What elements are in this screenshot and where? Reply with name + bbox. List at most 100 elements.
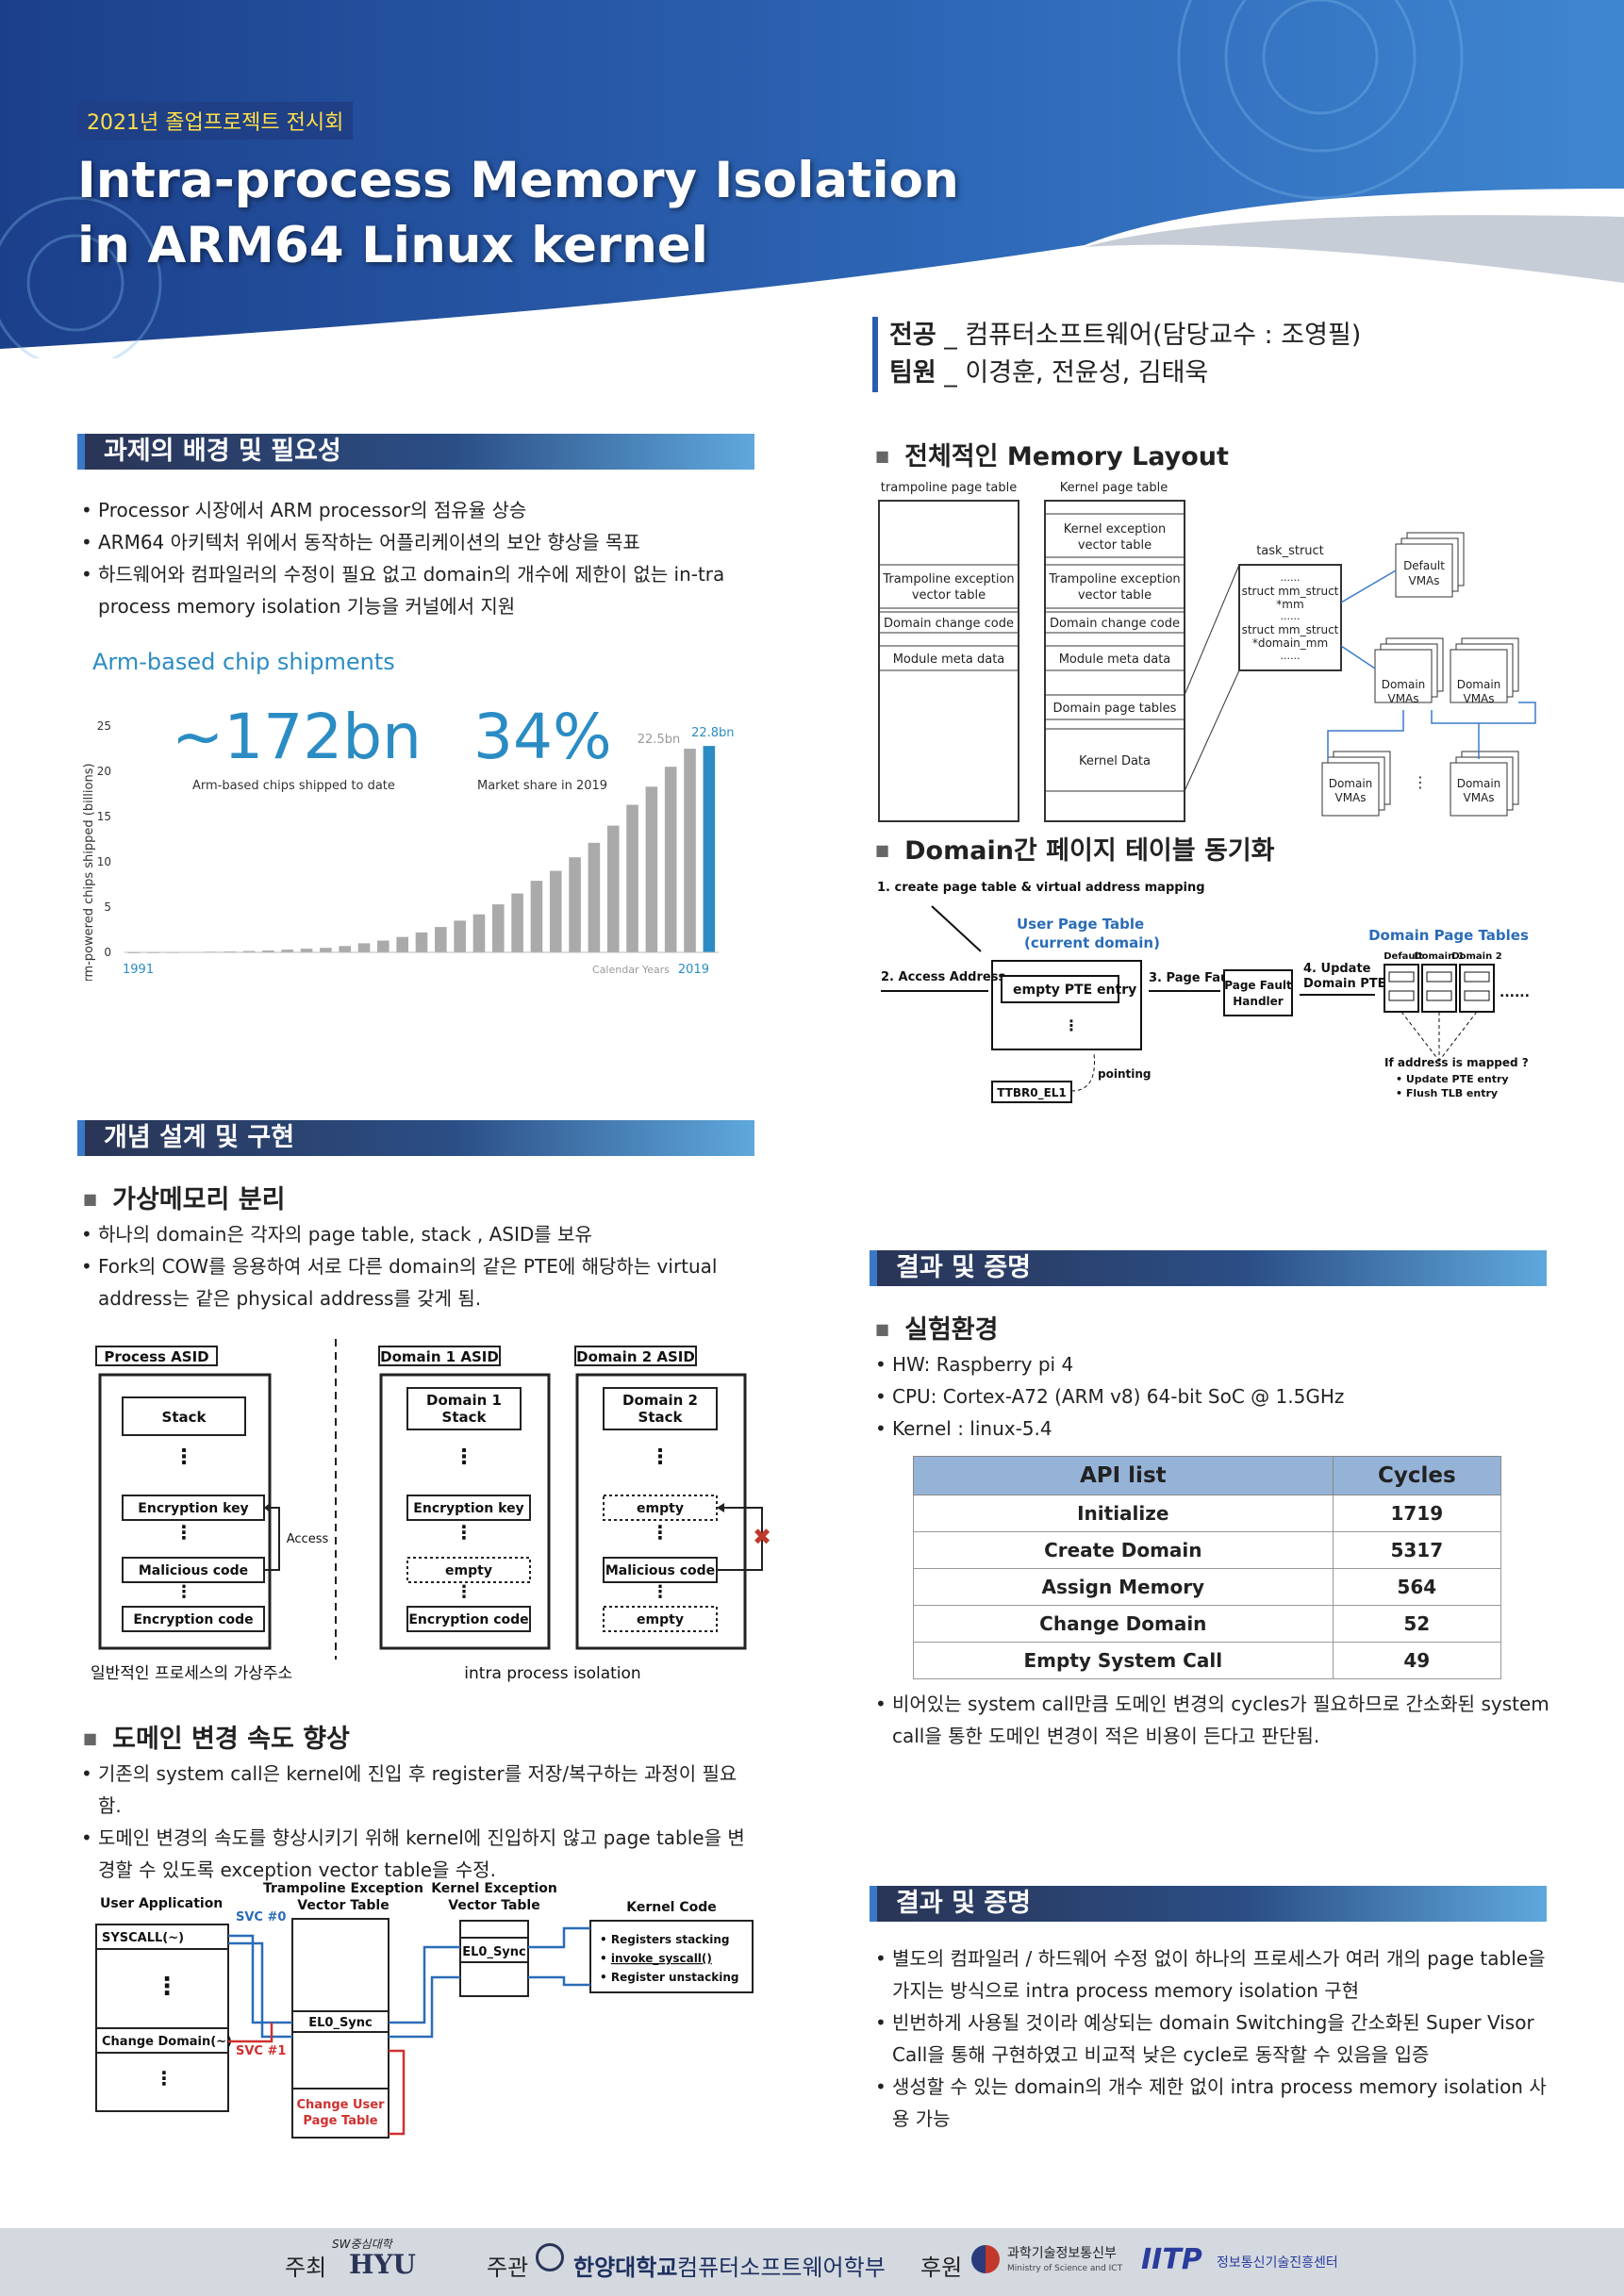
enc-code-label: Encryption code	[133, 1612, 253, 1627]
chart-bar	[588, 842, 601, 952]
d1-enc-key-label: Encryption key	[413, 1501, 523, 1516]
kexc-label-2: Vector Table	[448, 1898, 539, 1913]
kernel-pt-label: Kernel page table	[1060, 481, 1168, 495]
svg-text:VMAs: VMAs	[1387, 692, 1418, 705]
chart-bar	[320, 948, 332, 952]
kernel-mmd: Module meta data	[1059, 652, 1171, 667]
d2-stack-label-1: Domain 2	[622, 1392, 698, 1409]
results-heading: 결과 및 증명	[870, 1250, 1547, 1286]
user-app-box	[95, 1924, 229, 2112]
d1-stack-label-1: Domain 1	[426, 1392, 502, 1409]
svg-text:⋮: ⋮	[174, 1445, 194, 1469]
stat2-label: Market share in 2019	[477, 779, 607, 793]
footer: 주최 SW중심대학 HYU 주관 한양대학교 컴퓨터소프트웨어학부 후원 과학기…	[0, 2228, 1624, 2296]
d2-stack-label-2: Stack	[638, 1409, 684, 1426]
tev-2: vector table	[912, 588, 986, 603]
tramp-dcc: Domain change code	[884, 617, 1014, 631]
bullet: HW: Raspberry pi 4	[875, 1348, 1535, 1380]
kdata-label: Kernel Data	[1079, 754, 1151, 768]
cell-api: Create Domain	[913, 1531, 1334, 1569]
bullet: 생성할 수 있는 domain의 개수 제한 없이 intra process …	[875, 2071, 1550, 2135]
denied-x-icon: ✖	[753, 1524, 770, 1550]
d1-stack-label-2: Stack	[442, 1409, 488, 1426]
bullet: Kernel : linux-5.4	[875, 1412, 1535, 1445]
ts-line: ......	[1281, 571, 1301, 584]
bullet: Processor 시장에서 ARM processor의 점유율 상승	[81, 494, 756, 526]
cycles-table: API list Cycles Initialize 1719 Create Do…	[913, 1456, 1502, 1679]
chart-bar	[645, 786, 658, 952]
malicious-box	[122, 1557, 265, 1583]
chart-bar	[684, 749, 696, 952]
chart-bar	[569, 857, 581, 952]
d2-empty-label: empty	[637, 1501, 684, 1516]
kexc-box	[459, 1920, 529, 1997]
background-heading: 과제의 배경 및 필요성	[77, 434, 754, 470]
kexc-el0sync: EL0_Sync	[462, 1945, 526, 1959]
organizer-label: 주관	[487, 2255, 529, 2281]
dpts-label: Domain Page Tables	[1368, 927, 1529, 944]
major-label: 전공	[889, 321, 936, 350]
bullet: 하나의 domain은 각자의 page table, stack , ASID…	[81, 1218, 756, 1250]
svg-text:Default: Default	[1403, 559, 1445, 572]
domain-vmas-3: Domain VMAs	[1321, 751, 1391, 817]
chart-bar	[491, 904, 505, 952]
kernel-code-label: Kernel Code	[626, 1900, 717, 1915]
task-struct-box	[1238, 564, 1342, 671]
chart-bar	[606, 825, 620, 952]
d1-empty-box	[406, 1557, 531, 1583]
dpt-label: Domain page tables	[1053, 702, 1177, 716]
y-axis-label: Arm-powered chips shipped (billions)	[82, 763, 96, 981]
cell-cycles: 1719	[1332, 1495, 1502, 1532]
step2: 2. Access Address	[881, 970, 1005, 984]
hyu-logo: HYU	[349, 2249, 416, 2280]
title-line-2: in ARM64 Linux kernel	[77, 216, 708, 274]
team-info: 전공 _ 컴퓨터소프트웨어(담당교수 : 조영필) 팀원 _ 이경훈, 전윤성,…	[872, 317, 1361, 392]
k-line-1: • Registers stacking	[600, 1933, 730, 1946]
tramp-dcc-box	[878, 611, 1019, 634]
change-pt-1: Change User	[297, 2098, 386, 2112]
y-tick-label: 10	[97, 855, 111, 868]
svg-text:VMAs: VMAs	[1334, 791, 1366, 804]
stat1-value: ~172bn	[172, 701, 422, 773]
tramp-label-2: Vector Table	[297, 1898, 389, 1913]
sponsor-label: 후원	[920, 2255, 963, 2281]
bullet: ARM64 아키텍처 위에서 동작하는 어플리케이션의 보안 향상을 목표	[81, 526, 756, 558]
chart-bar	[664, 767, 677, 952]
d1-stack-box	[406, 1387, 522, 1430]
stack-label: Stack	[162, 1409, 207, 1426]
enc-key-box	[122, 1495, 265, 1521]
page-table-sync-diagram: 1. create page table & virtual address m…	[877, 881, 1530, 1103]
d2-malicious-label: Malicious code	[605, 1563, 715, 1578]
bullet: 도메인 변경의 속도를 향상시키기 위해 kernel에 진입하지 않고 pag…	[81, 1822, 756, 1886]
kev-box	[1044, 513, 1185, 558]
memory-layout-diagram: trampoline page table Kernel page table …	[878, 481, 1536, 822]
chart-bar	[549, 870, 562, 952]
d1-enc-code-label: Encryption code	[408, 1612, 528, 1627]
svg-text:⋮: ⋮	[174, 1521, 193, 1544]
pfh-box	[1223, 969, 1293, 1016]
table-row: Change Domain 52	[913, 1605, 1502, 1643]
chart-bar	[281, 950, 294, 952]
vm-title: 가상메모리 분리	[83, 1179, 285, 1215]
chart-bar	[262, 950, 274, 952]
table-row: Assign Memory 564	[913, 1568, 1502, 1606]
k-line-3: • Register unstacking	[600, 1971, 738, 1984]
access-label: Access	[287, 1532, 329, 1546]
mapped-1: • Update PTE entry	[1396, 1073, 1509, 1085]
pte-label: empty PTE entry	[1013, 983, 1136, 998]
d2-empty2-label: empty	[637, 1612, 684, 1627]
design-heading: 개념 설계 및 구현	[77, 1120, 754, 1156]
tramp-label-1: Trampoline Exception	[263, 1881, 423, 1896]
user-app-label: User Application	[100, 1896, 223, 1911]
label-2019: 22.8bn	[691, 726, 734, 740]
chart-bar	[357, 943, 371, 952]
y-tick-label: 15	[97, 810, 111, 823]
domain-vmas-4: Domain VMAs	[1450, 751, 1519, 817]
bullet: 별도의 컴파일러 / 하드웨어 수정 없이 하나의 프로세스가 여러 개의 pa…	[875, 1942, 1550, 2007]
svg-text:⋮: ⋮	[1064, 1016, 1079, 1034]
process-asid-label: Process ASID	[104, 1348, 208, 1365]
y-tick-label: 25	[97, 719, 111, 733]
chart-bar	[530, 881, 543, 952]
cell-cycles: 52	[1332, 1605, 1502, 1643]
hanyang-seal-icon	[536, 2243, 564, 2271]
